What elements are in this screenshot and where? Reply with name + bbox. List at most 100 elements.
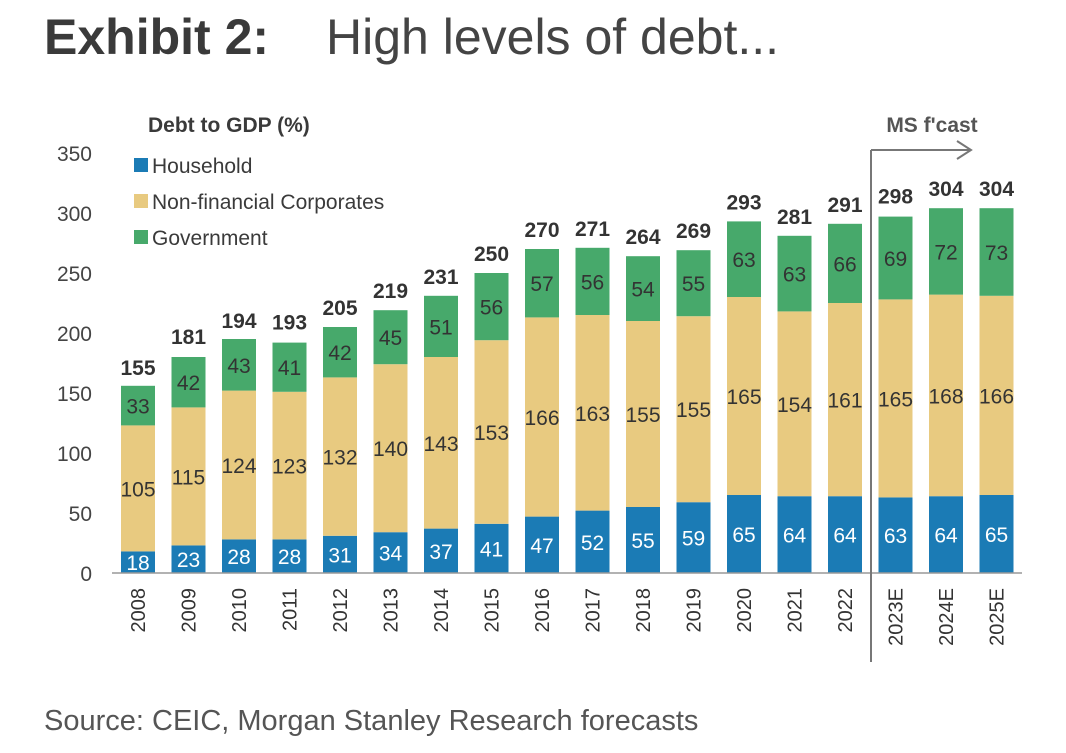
x-tick-label: 2014 (431, 588, 453, 633)
bar-segment-government (272, 342, 307, 392)
bar-value-label: 65 (732, 524, 755, 547)
bar-total-label: 270 (524, 219, 559, 242)
bar-segment-household (171, 545, 206, 573)
bar-segment-government (929, 208, 963, 295)
bar-value-label: 73 (985, 242, 1008, 265)
bar-segment-government (626, 256, 660, 321)
bar-value-label: 65 (985, 524, 1008, 547)
bar-total-label: 219 (373, 280, 408, 303)
bar-value-label: 54 (631, 279, 655, 302)
bar-segment-household (777, 496, 812, 573)
x-tick-label: 2017 (583, 588, 605, 633)
bar-value-label: 166 (979, 385, 1014, 408)
forecast-arrow-icon (956, 140, 973, 160)
legend-swatch-2 (134, 230, 148, 244)
y-tick-label: 0 (80, 563, 92, 586)
x-tick-label: 2013 (381, 588, 403, 633)
bar-segment-government (373, 310, 408, 365)
x-tick-label: 2019 (684, 588, 706, 633)
exhibit-title: Exhibit 2: High levels of debt... (44, 8, 779, 66)
bar-segment-non-financial-corporates (676, 316, 711, 503)
bar-segment-government (121, 385, 155, 426)
bar-total-label: 293 (726, 191, 761, 214)
bar-segment-household (373, 532, 408, 573)
x-tick-label: 2018 (633, 588, 655, 633)
y-tick-label: 150 (57, 383, 92, 406)
bar-total-label: 271 (575, 218, 610, 241)
bar-value-label: 166 (524, 407, 559, 430)
bar-total-label: 205 (322, 297, 357, 320)
bar-segment-non-financial-corporates (626, 321, 660, 507)
bar-segment-government (727, 221, 761, 297)
legend-swatch-0 (134, 158, 148, 172)
bar-value-label: 115 (172, 466, 205, 489)
bar-value-label: 63 (783, 264, 806, 287)
bar-segment-government (777, 235, 812, 312)
bar-segment-household (626, 507, 660, 573)
bar-value-label: 33 (126, 396, 149, 419)
bar-value-label: 163 (575, 403, 610, 426)
bar-value-label: 43 (227, 355, 250, 378)
bar-segment-household (222, 539, 256, 573)
bar-total-label: 304 (979, 178, 1014, 201)
bar-total-label: 304 (928, 178, 963, 201)
x-tick-label: 2015 (482, 588, 504, 633)
bar-value-label: 45 (379, 327, 402, 350)
x-tick-label: 2020 (734, 588, 756, 633)
y-tick-label: 350 (57, 143, 92, 166)
bar-value-label: 132 (322, 447, 357, 470)
y-tick-label: 200 (57, 323, 92, 346)
bar-segment-government (525, 249, 559, 318)
bar-segment-government (171, 357, 206, 408)
bar-value-label: 165 (726, 386, 761, 409)
x-tick-label: 2011 (280, 588, 302, 631)
bar-segment-household (525, 516, 559, 573)
bar-value-label: 69 (884, 248, 907, 271)
bar-segment-household (575, 510, 610, 573)
bar-segment-household (828, 496, 862, 573)
bar-segment-non-financial-corporates (979, 295, 1014, 495)
bar-segment-household (929, 496, 963, 573)
bar-segment-non-financial-corporates (424, 357, 458, 529)
bar-value-label: 140 (373, 438, 408, 461)
bar-segment-government (424, 295, 458, 357)
x-tick-label: 2009 (179, 588, 201, 633)
bar-segment-non-financial-corporates (121, 425, 155, 552)
bar-value-label: 23 (177, 549, 200, 572)
source-note: Source: CEIC, Morgan Stanley Research fo… (44, 705, 699, 737)
bar-total-label: 291 (827, 194, 862, 217)
exhibit-number: Exhibit 2: (44, 9, 270, 65)
bar-value-label: 155 (625, 404, 660, 427)
bar-value-label: 161 (827, 390, 862, 413)
bar-segment-non-financial-corporates (222, 390, 256, 540)
bar-value-label: 42 (177, 372, 200, 395)
bar-value-label: 52 (581, 532, 604, 555)
bar-segment-non-financial-corporates (828, 303, 862, 497)
bar-value-label: 41 (278, 357, 301, 380)
bar-total-label: 181 (171, 326, 206, 349)
bar-segment-household (676, 502, 711, 573)
x-tick-label: 2021 (785, 588, 807, 633)
bar-value-label: 28 (278, 546, 301, 569)
bar-segment-household (323, 535, 357, 573)
bar-value-label: 55 (682, 273, 705, 296)
bar-segment-non-financial-corporates (777, 311, 812, 497)
bar-value-label: 63 (884, 525, 907, 548)
chart-title: Debt to GDP (%) (148, 114, 310, 137)
x-tick-label: 2008 (128, 588, 150, 633)
bar-segment-non-financial-corporates (272, 391, 307, 540)
legend-label: Non-financial Corporates (152, 191, 384, 214)
bar-segment-non-financial-corporates (575, 315, 610, 511)
y-tick-label: 250 (57, 263, 92, 286)
y-tick-label: 100 (57, 443, 92, 466)
x-tick-label: 2025E (987, 588, 1009, 646)
x-tick-label: 2023E (886, 588, 908, 646)
bar-segment-government (676, 250, 711, 317)
bar-segment-government (222, 339, 256, 391)
bar-value-label: 37 (429, 541, 452, 564)
bar-total-label: 298 (878, 185, 913, 208)
bar-value-label: 31 (328, 544, 351, 567)
bar-value-label: 72 (934, 241, 957, 264)
x-tick-label: 2016 (532, 588, 554, 633)
